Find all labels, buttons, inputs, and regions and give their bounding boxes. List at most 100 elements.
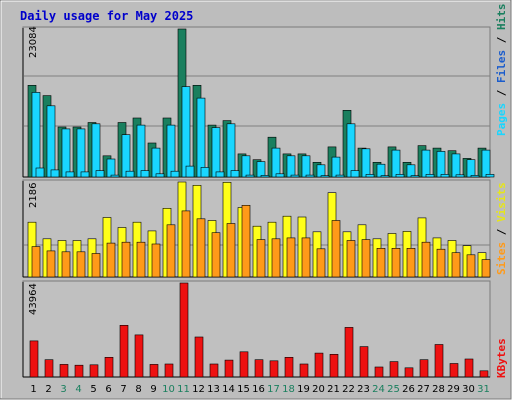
- x-tick-label-8: 8: [135, 384, 141, 395]
- panel-kbytes: [22, 280, 491, 378]
- files-bar-16: [256, 161, 266, 178]
- pages-bar-6: [110, 174, 120, 178]
- panel-hits-files-pages: [22, 26, 495, 178]
- sites-bar-24: [376, 248, 386, 278]
- files-bar-17: [271, 147, 281, 178]
- x-axis-day-labels: 1 2 3 4 5 6 7 8 9 10 11 12 13 14 15 16 17 18 19 20 21 22 23 24 2…: [30, 384, 490, 395]
- pages-bar-1: [35, 167, 45, 178]
- x-tick-label-13: 13: [207, 384, 220, 395]
- panel3-ymax-label: 43964: [28, 283, 39, 315]
- kbytes-bar-5: [89, 364, 99, 378]
- pages-bar-2: [50, 169, 60, 178]
- legend-sep-1: /: [495, 83, 508, 103]
- pages-bar-19: [305, 174, 315, 178]
- kbytes-bar-30: [464, 358, 474, 378]
- kbytes-bar-31: [479, 370, 489, 378]
- kbytes-bar-8: [134, 334, 144, 378]
- pages-bar-21: [335, 174, 345, 178]
- pages-bar-27: [425, 174, 435, 178]
- sites-bar-25: [391, 248, 401, 278]
- sites-bar-11: [181, 210, 191, 278]
- kbytes-bar-13: [209, 363, 219, 378]
- kbytes-bar-20: [314, 352, 324, 378]
- sites-bar-4: [76, 251, 86, 278]
- files-bar-22: [346, 123, 356, 178]
- pages-bar-15: [245, 174, 255, 178]
- files-bar-29: [451, 153, 461, 178]
- sites-bar-29: [451, 252, 461, 278]
- legend-sites: Sites: [495, 242, 508, 275]
- pages-bar-20: [320, 175, 330, 178]
- legend-sep-3: /: [495, 222, 508, 242]
- sites-bar-7: [121, 241, 131, 278]
- panel-visits-sites: [22, 179, 491, 278]
- kbytes-bar-9: [149, 364, 159, 378]
- pages-bar-11: [185, 165, 195, 178]
- pages-bar-5: [95, 170, 105, 178]
- kbytes-bar-3: [59, 364, 69, 378]
- kbytes-bar-14: [224, 359, 234, 378]
- panel2-ymax-label: 2186: [28, 183, 39, 208]
- pages-bar-18: [290, 174, 300, 178]
- panel1-legend: Pages / Files / Hits: [495, 4, 508, 137]
- kbytes-bar-22: [344, 327, 354, 378]
- x-tick-label-31: 31: [477, 384, 490, 395]
- kbytes-bar-27: [419, 359, 429, 378]
- kbytes-bar-18: [284, 356, 294, 378]
- sites-bar-2: [46, 250, 56, 278]
- files-bar-6: [106, 158, 116, 178]
- panel3-legend: KBytes: [495, 338, 508, 378]
- sites-bar-9: [151, 243, 161, 278]
- x-tick-label-16: 16: [252, 384, 265, 395]
- files-bar-28: [436, 151, 446, 178]
- files-bar-15: [241, 155, 251, 178]
- x-tick-label-17: 17: [267, 384, 280, 395]
- kbytes-bar-2: [44, 359, 54, 378]
- kbytes-bar-17: [269, 360, 279, 378]
- p1-plot-area: [22, 26, 491, 178]
- pages-bar-4: [80, 171, 90, 178]
- files-bar-26: [406, 164, 416, 178]
- kbytes-bar-6: [104, 356, 114, 378]
- sites-bar-31: [481, 259, 491, 278]
- kbytes-bar-4: [74, 364, 84, 378]
- x-tick-label-1: 1: [30, 384, 36, 395]
- pages-bar-8: [140, 170, 150, 178]
- kbytes-bar-12: [194, 336, 204, 378]
- kbytes-bar-19: [299, 363, 309, 378]
- sites-bar-16: [256, 239, 266, 278]
- kbytes-bar-15: [239, 351, 249, 378]
- sites-bar-13: [211, 232, 221, 278]
- x-tick-label-12: 12: [192, 384, 205, 395]
- sites-bar-10: [166, 224, 176, 278]
- files-bar-27: [421, 149, 431, 178]
- sites-bar-20: [316, 248, 326, 278]
- files-bar-8: [136, 124, 146, 178]
- sites-bar-19: [301, 237, 311, 278]
- files-bar-25: [391, 149, 401, 178]
- chart-title: Daily usage for May 2025: [20, 9, 193, 23]
- files-bar-11: [181, 86, 191, 178]
- x-tick-label-24: 24: [372, 384, 385, 395]
- kbytes-bar-16: [254, 359, 264, 378]
- sites-bar-18: [286, 237, 296, 278]
- x-tick-label-10: 10: [162, 384, 175, 395]
- files-bar-19: [301, 155, 311, 178]
- x-tick-label-29: 29: [447, 384, 460, 395]
- files-bar-24: [376, 163, 386, 178]
- kbytes-bar-11: [179, 282, 189, 378]
- x-tick-label-9: 9: [150, 384, 156, 395]
- x-tick-label-14: 14: [222, 384, 235, 395]
- files-bar-31: [481, 149, 491, 178]
- x-tick-label-2: 2: [45, 384, 51, 395]
- pages-bar-22: [350, 170, 360, 178]
- x-tick-label-6: 6: [105, 384, 111, 395]
- files-bar-20: [316, 164, 326, 178]
- x-tick-label-25: 25: [387, 384, 400, 395]
- x-tick-label-7: 7: [120, 384, 126, 395]
- panel1-ymax-label: 23084: [28, 26, 39, 58]
- files-bar-3: [61, 128, 71, 178]
- files-bar-5: [91, 123, 101, 178]
- sites-bar-5: [91, 253, 101, 278]
